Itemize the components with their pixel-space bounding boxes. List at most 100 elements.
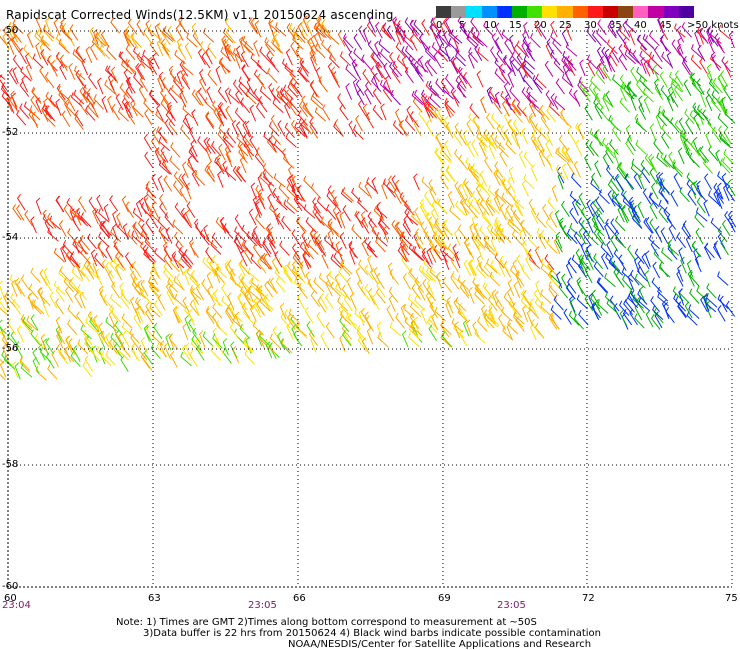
wind-barb [202,27,215,43]
wind-barb [656,152,668,168]
wind-barb [282,58,294,73]
wind-barb [124,58,137,73]
wind-barb [15,341,23,358]
wind-barb [202,331,214,347]
wind-barb [250,182,257,200]
wind-barb [89,43,98,61]
wind-barb [26,31,34,49]
wind-barb [145,19,153,37]
wind-barb [472,277,483,294]
wind-barb [111,103,120,121]
wind-barb [578,227,587,245]
wind-barb [503,210,515,227]
wind-barb [145,218,155,235]
wind-barb [130,270,138,288]
wind-barb [702,109,712,126]
wind-barb [724,60,732,78]
wind-barb [712,243,722,260]
wind-barb [264,281,274,298]
wind-barb [626,82,633,100]
wind-barb [272,187,282,204]
wind-barb [313,32,321,50]
wind-barb [255,198,263,216]
wind-barb [256,299,266,316]
wind-barb [476,126,488,142]
wind-barb [468,51,475,69]
wind-barb [254,20,262,38]
wind-barb [105,350,116,366]
wind-barb [371,52,383,68]
wind-barb [475,184,484,202]
wind-barb [649,168,658,185]
wind-barb [433,51,442,69]
wind-barb [340,188,353,203]
wind-barb [362,27,370,44]
wind-barb [174,306,183,323]
wind-barb [218,123,229,140]
wind-barb [137,279,144,297]
wind-barb [243,240,254,256]
wind-barb [68,338,76,356]
colorbar-tick-label: 35 [609,20,622,31]
wind-barb [578,309,589,326]
wind-barb [267,193,275,211]
wind-barb [205,307,215,325]
wind-barb [105,245,114,262]
wind-barb [657,110,668,127]
wind-barb [86,88,96,105]
wind-barb [313,202,323,219]
wind-barb [660,152,671,168]
wind-barb [167,277,179,293]
wind-barb [248,17,258,34]
wind-barb [98,208,110,223]
wind-barb [299,67,310,83]
wind-barb [244,349,255,365]
wind-barb [721,219,731,237]
wind-barb [516,254,525,272]
wind-barb [563,56,573,73]
wind-barb [637,259,646,276]
wind-barb [341,330,352,347]
wind-barb [94,208,103,226]
wind-barb [299,241,311,258]
wind-barb [658,199,670,215]
wind-barb [489,271,501,287]
wind-barb [252,320,265,336]
wind-barb [606,240,614,258]
wind-barb [597,277,609,294]
note-line-1: Note: 1) Times are GMT 2)Times along bot… [116,617,537,628]
colorbar-tick-label: 15 [509,20,522,31]
wind-barb [240,37,251,54]
wind-barb [485,196,496,213]
wind-barb [687,189,697,206]
wind-barb [521,41,530,59]
wind-barb [436,271,443,289]
colorbar-swatch [663,6,679,18]
wind-barb [448,38,460,53]
wind-barb [130,333,140,350]
wind-barb [93,94,104,110]
wind-barb [103,203,110,221]
wind-barb [455,75,466,92]
wind-barb [526,87,538,102]
wind-barb [462,130,469,147]
wind-barb [619,25,630,41]
wind-barb [513,281,521,299]
wind-barb [276,195,288,211]
wind-barb [426,212,436,229]
wind-barb [290,41,299,59]
wind-barb [163,267,174,284]
wind-barb [310,54,317,71]
wind-barb [657,292,669,307]
wind-barb [579,59,586,77]
wind-barb [106,65,117,82]
wind-barb [301,231,310,249]
wind-barb [268,121,280,137]
wind-barb [395,42,407,58]
wind-barb [391,220,401,237]
wind-barb [159,202,169,219]
wind-barb [618,54,628,71]
wind-barb [619,309,628,327]
wind-barb [424,101,434,119]
wind-barb [494,216,504,233]
